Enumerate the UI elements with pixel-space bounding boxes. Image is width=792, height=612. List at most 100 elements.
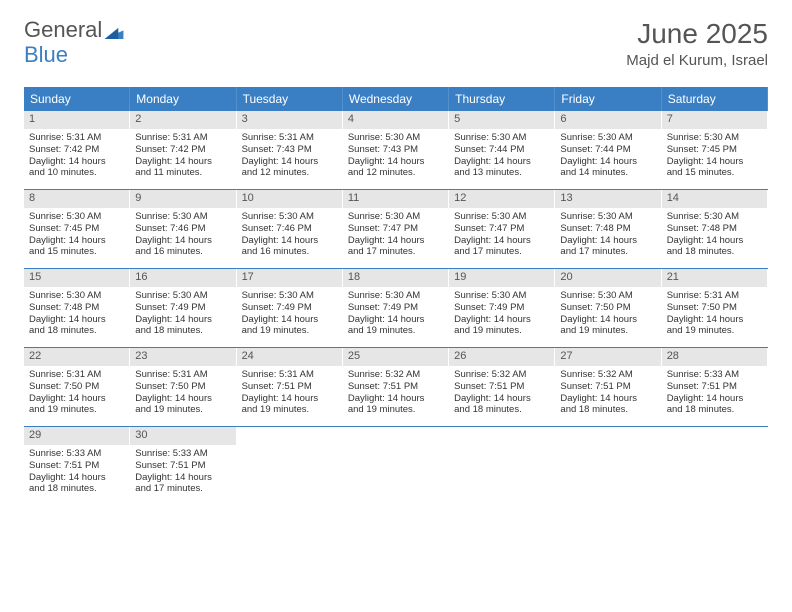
- daylight-label-1: Daylight: 14 hours: [135, 314, 230, 326]
- day-number: 19: [449, 269, 554, 287]
- sunrise-label: Sunrise: 5:30 AM: [242, 211, 337, 223]
- title-block: June 2025 Majd el Kurum, Israel: [626, 18, 768, 69]
- sunrise-label: Sunrise: 5:30 AM: [454, 132, 549, 144]
- day-cell: 9Sunrise: 5:30 AMSunset: 7:46 PMDaylight…: [130, 190, 236, 268]
- sunset-label: Sunset: 7:49 PM: [135, 302, 230, 314]
- daylight-label-1: Daylight: 14 hours: [135, 156, 230, 168]
- daylight-label-2: and 16 minutes.: [135, 246, 230, 258]
- day-number: 14: [662, 190, 767, 208]
- daylight-label-1: Daylight: 14 hours: [348, 156, 443, 168]
- day-number: 1: [24, 111, 129, 129]
- day-cell: [237, 427, 343, 505]
- sunrise-label: Sunrise: 5:31 AM: [667, 290, 762, 302]
- day-number: 28: [662, 348, 767, 366]
- day-body: Sunrise: 5:30 AMSunset: 7:49 PMDaylight:…: [237, 287, 342, 342]
- daylight-label-1: Daylight: 14 hours: [242, 156, 337, 168]
- day-number: 5: [449, 111, 554, 129]
- daylight-label-1: Daylight: 14 hours: [242, 393, 337, 405]
- day-number: 8: [24, 190, 129, 208]
- day-number: 25: [343, 348, 448, 366]
- sunrise-label: Sunrise: 5:33 AM: [667, 369, 762, 381]
- sunset-label: Sunset: 7:45 PM: [29, 223, 124, 235]
- day-cell: 29Sunrise: 5:33 AMSunset: 7:51 PMDayligh…: [24, 427, 130, 505]
- day-number: 9: [130, 190, 235, 208]
- sunset-label: Sunset: 7:51 PM: [667, 381, 762, 393]
- sunset-label: Sunset: 7:43 PM: [242, 144, 337, 156]
- day-number: 15: [24, 269, 129, 287]
- week-row: 15Sunrise: 5:30 AMSunset: 7:48 PMDayligh…: [24, 269, 768, 348]
- calendar: Sunday Monday Tuesday Wednesday Thursday…: [24, 87, 768, 505]
- day-cell: 5Sunrise: 5:30 AMSunset: 7:44 PMDaylight…: [449, 111, 555, 189]
- sunrise-label: Sunrise: 5:30 AM: [667, 132, 762, 144]
- week-row: 1Sunrise: 5:31 AMSunset: 7:42 PMDaylight…: [24, 111, 768, 190]
- sunrise-label: Sunrise: 5:32 AM: [348, 369, 443, 381]
- day-body: Sunrise: 5:30 AMSunset: 7:47 PMDaylight:…: [449, 208, 554, 263]
- daylight-label-2: and 19 minutes.: [242, 404, 337, 416]
- sunset-label: Sunset: 7:51 PM: [29, 460, 124, 472]
- day-number: 20: [555, 269, 660, 287]
- day-body: Sunrise: 5:31 AMSunset: 7:50 PMDaylight:…: [24, 366, 129, 421]
- daylight-label-2: and 19 minutes.: [135, 404, 230, 416]
- day-cell: [343, 427, 449, 505]
- day-body: Sunrise: 5:30 AMSunset: 7:47 PMDaylight:…: [343, 208, 448, 263]
- day-number: 17: [237, 269, 342, 287]
- day-number: 22: [24, 348, 129, 366]
- daylight-label-1: Daylight: 14 hours: [454, 393, 549, 405]
- day-number: 13: [555, 190, 660, 208]
- daylight-label-2: and 19 minutes.: [667, 325, 762, 337]
- sunrise-label: Sunrise: 5:33 AM: [29, 448, 124, 460]
- sunrise-label: Sunrise: 5:31 AM: [242, 369, 337, 381]
- day-number: 30: [130, 427, 235, 445]
- daylight-label-1: Daylight: 14 hours: [454, 156, 549, 168]
- day-header: Monday: [130, 87, 236, 111]
- day-body: Sunrise: 5:30 AMSunset: 7:49 PMDaylight:…: [449, 287, 554, 342]
- day-number: 3: [237, 111, 342, 129]
- sunrise-label: Sunrise: 5:32 AM: [454, 369, 549, 381]
- sunrise-label: Sunrise: 5:30 AM: [560, 132, 655, 144]
- day-body: Sunrise: 5:31 AMSunset: 7:43 PMDaylight:…: [237, 129, 342, 184]
- day-body: Sunrise: 5:33 AMSunset: 7:51 PMDaylight:…: [24, 445, 129, 500]
- sunset-label: Sunset: 7:50 PM: [667, 302, 762, 314]
- daylight-label-1: Daylight: 14 hours: [560, 314, 655, 326]
- day-cell: 24Sunrise: 5:31 AMSunset: 7:51 PMDayligh…: [237, 348, 343, 426]
- daylight-label-2: and 15 minutes.: [29, 246, 124, 258]
- daylight-label-2: and 13 minutes.: [454, 167, 549, 179]
- daylight-label-2: and 18 minutes.: [560, 404, 655, 416]
- daylight-label-2: and 17 minutes.: [348, 246, 443, 258]
- day-body: Sunrise: 5:30 AMSunset: 7:49 PMDaylight:…: [343, 287, 448, 342]
- day-cell: 10Sunrise: 5:30 AMSunset: 7:46 PMDayligh…: [237, 190, 343, 268]
- sunset-label: Sunset: 7:50 PM: [29, 381, 124, 393]
- sunset-label: Sunset: 7:44 PM: [560, 144, 655, 156]
- day-header-row: Sunday Monday Tuesday Wednesday Thursday…: [24, 87, 768, 111]
- day-cell: 21Sunrise: 5:31 AMSunset: 7:50 PMDayligh…: [662, 269, 768, 347]
- day-cell: 15Sunrise: 5:30 AMSunset: 7:48 PMDayligh…: [24, 269, 130, 347]
- sunset-label: Sunset: 7:49 PM: [242, 302, 337, 314]
- daylight-label-1: Daylight: 14 hours: [242, 235, 337, 247]
- day-cell: 16Sunrise: 5:30 AMSunset: 7:49 PMDayligh…: [130, 269, 236, 347]
- day-number: 6: [555, 111, 660, 129]
- day-cell: 25Sunrise: 5:32 AMSunset: 7:51 PMDayligh…: [343, 348, 449, 426]
- day-cell: 12Sunrise: 5:30 AMSunset: 7:47 PMDayligh…: [449, 190, 555, 268]
- sunrise-label: Sunrise: 5:30 AM: [348, 211, 443, 223]
- daylight-label-2: and 18 minutes.: [454, 404, 549, 416]
- day-number: 27: [555, 348, 660, 366]
- day-header: Wednesday: [343, 87, 449, 111]
- daylight-label-1: Daylight: 14 hours: [667, 156, 762, 168]
- sunrise-label: Sunrise: 5:33 AM: [135, 448, 230, 460]
- sunrise-label: Sunrise: 5:30 AM: [667, 211, 762, 223]
- sunrise-label: Sunrise: 5:30 AM: [348, 290, 443, 302]
- day-cell: 26Sunrise: 5:32 AMSunset: 7:51 PMDayligh…: [449, 348, 555, 426]
- day-cell: 23Sunrise: 5:31 AMSunset: 7:50 PMDayligh…: [130, 348, 236, 426]
- day-cell: 14Sunrise: 5:30 AMSunset: 7:48 PMDayligh…: [662, 190, 768, 268]
- day-cell: 13Sunrise: 5:30 AMSunset: 7:48 PMDayligh…: [555, 190, 661, 268]
- day-body: Sunrise: 5:32 AMSunset: 7:51 PMDaylight:…: [555, 366, 660, 421]
- brand-part2: Blue: [24, 42, 68, 67]
- daylight-label-1: Daylight: 14 hours: [242, 314, 337, 326]
- weeks-container: 1Sunrise: 5:31 AMSunset: 7:42 PMDaylight…: [24, 111, 768, 505]
- day-cell: 18Sunrise: 5:30 AMSunset: 7:49 PMDayligh…: [343, 269, 449, 347]
- sunrise-label: Sunrise: 5:30 AM: [560, 211, 655, 223]
- daylight-label-2: and 17 minutes.: [135, 483, 230, 495]
- daylight-label-2: and 18 minutes.: [135, 325, 230, 337]
- sunset-label: Sunset: 7:51 PM: [135, 460, 230, 472]
- daylight-label-1: Daylight: 14 hours: [29, 393, 124, 405]
